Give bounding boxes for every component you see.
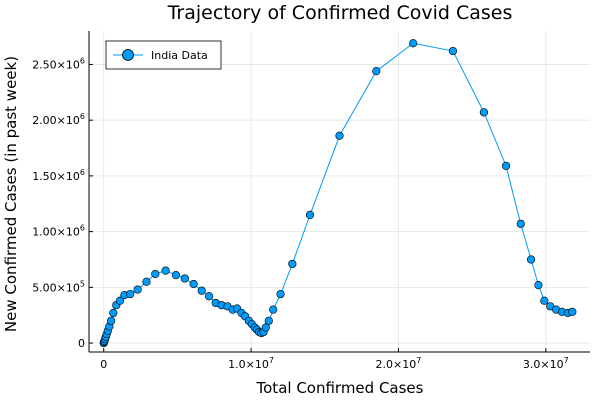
data-point — [189, 279, 198, 289]
data-point — [479, 108, 489, 117]
data-point — [516, 219, 525, 228]
y-tick-label: 1.50×106 — [32, 168, 85, 183]
data-point — [180, 274, 189, 283]
y-axis-label: New Confirmed Cases (in past week) — [2, 56, 20, 332]
data-point — [372, 67, 381, 76]
data-point — [133, 285, 142, 294]
data-point — [568, 307, 577, 316]
data-point — [448, 46, 458, 56]
data-point — [171, 270, 181, 280]
data-point — [409, 39, 418, 48]
data-point — [115, 296, 125, 305]
x-tick-label: 3.0×107 — [523, 356, 569, 371]
data-point — [109, 308, 118, 318]
data-point — [276, 289, 285, 299]
legend-marker-swatch — [122, 49, 134, 61]
data-point — [107, 316, 116, 325]
data-point — [534, 281, 543, 290]
data-point — [142, 277, 151, 286]
data-point — [540, 296, 549, 305]
data-point — [264, 316, 273, 325]
data-point — [161, 266, 170, 275]
x-tick-label: 2.0×107 — [376, 356, 422, 371]
tick-layer: 0 1.0×107 2.0×107 3.0×107 0 5.00×105 1.00×106 1… — [32, 56, 569, 371]
data-point — [204, 292, 214, 301]
y-tick-label: 0 — [78, 337, 85, 350]
data-point — [501, 161, 511, 170]
data-point — [335, 131, 344, 140]
x-axis-label: Total Confirmed Cases — [256, 379, 424, 397]
x-tick-label: 1.0×107 — [228, 356, 274, 371]
y-tick-label: 5.00×105 — [32, 279, 85, 294]
y-tick-label: 2.00×106 — [32, 112, 85, 127]
data-point — [305, 210, 315, 220]
data-point — [197, 286, 206, 295]
data-point — [526, 255, 536, 264]
axes-layer — [88, 31, 590, 353]
data-point — [261, 323, 270, 332]
data-point — [288, 259, 297, 269]
grid-layer — [89, 31, 590, 352]
series-layer — [99, 39, 577, 348]
x-tick-label: 0 — [100, 358, 107, 371]
chart-title: Trajectory of Confirmed Covid Cases — [167, 2, 513, 24]
data-point — [269, 305, 278, 314]
legend-entry-india-data: India Data — [151, 49, 208, 62]
data-point — [126, 289, 135, 299]
y-tick-label: 1.00×106 — [32, 224, 85, 239]
y-tick-label: 2.50×106 — [32, 56, 85, 71]
legend: India Data — [105, 40, 222, 70]
data-point — [151, 269, 160, 279]
